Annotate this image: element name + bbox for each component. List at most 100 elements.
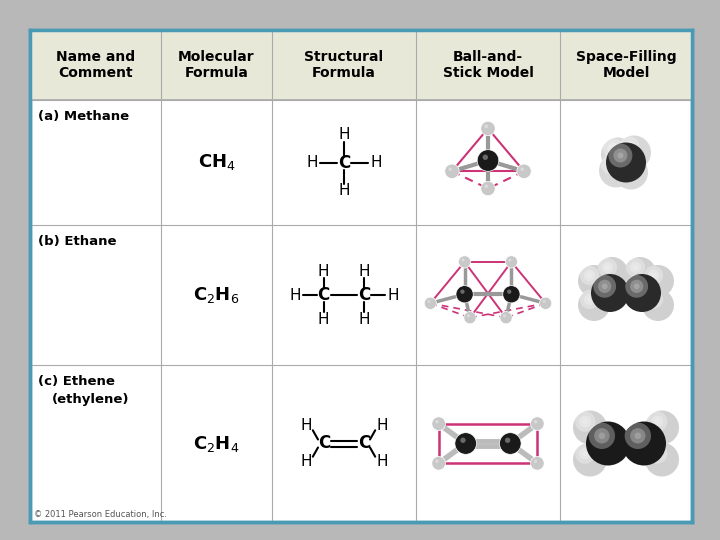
Circle shape — [608, 162, 613, 167]
Circle shape — [622, 422, 666, 465]
Circle shape — [602, 284, 608, 289]
Circle shape — [598, 280, 611, 293]
Circle shape — [503, 314, 506, 318]
Text: H: H — [377, 454, 388, 469]
Circle shape — [531, 456, 544, 470]
Circle shape — [586, 422, 630, 465]
Text: H: H — [359, 312, 370, 327]
Circle shape — [578, 289, 610, 321]
Circle shape — [587, 273, 592, 278]
Circle shape — [521, 167, 524, 171]
Circle shape — [456, 286, 473, 303]
Circle shape — [647, 411, 667, 432]
Circle shape — [582, 451, 588, 456]
Circle shape — [652, 448, 663, 460]
Text: Molecular
Formula: Molecular Formula — [178, 50, 255, 80]
Circle shape — [517, 164, 531, 179]
Circle shape — [587, 297, 592, 302]
Circle shape — [624, 140, 635, 152]
Circle shape — [624, 164, 629, 169]
Circle shape — [613, 148, 627, 163]
Circle shape — [481, 181, 495, 195]
Circle shape — [580, 290, 599, 309]
Text: H: H — [371, 155, 382, 170]
Circle shape — [505, 437, 510, 443]
Circle shape — [589, 423, 615, 449]
Circle shape — [634, 433, 641, 439]
Circle shape — [539, 297, 552, 309]
Circle shape — [652, 416, 663, 428]
Circle shape — [648, 294, 659, 305]
Circle shape — [534, 460, 537, 463]
Circle shape — [644, 290, 663, 309]
Circle shape — [619, 137, 639, 157]
Circle shape — [580, 416, 591, 428]
Text: H: H — [300, 454, 312, 469]
Circle shape — [651, 273, 656, 278]
Circle shape — [481, 122, 495, 136]
Circle shape — [485, 185, 488, 188]
Text: H: H — [377, 418, 388, 433]
Circle shape — [500, 312, 512, 324]
Circle shape — [464, 312, 476, 324]
Circle shape — [599, 153, 633, 187]
Circle shape — [651, 297, 656, 302]
Circle shape — [633, 265, 638, 270]
Circle shape — [594, 428, 610, 443]
Circle shape — [598, 258, 617, 277]
Circle shape — [573, 442, 607, 476]
Text: C$_2$H$_6$: C$_2$H$_6$ — [194, 285, 240, 305]
Circle shape — [618, 152, 624, 159]
Circle shape — [605, 265, 610, 270]
Circle shape — [591, 274, 629, 312]
Circle shape — [616, 157, 636, 177]
Circle shape — [424, 297, 436, 309]
Circle shape — [593, 275, 616, 298]
Text: © 2011 Pearson Education, Inc.: © 2011 Pearson Education, Inc. — [34, 510, 167, 519]
Circle shape — [503, 286, 520, 303]
Circle shape — [603, 138, 624, 159]
Circle shape — [575, 411, 595, 432]
Circle shape — [601, 154, 621, 175]
Circle shape — [625, 423, 651, 449]
Circle shape — [580, 448, 591, 460]
Circle shape — [428, 300, 431, 303]
Circle shape — [625, 275, 648, 298]
Circle shape — [630, 428, 646, 443]
Circle shape — [455, 433, 477, 454]
Circle shape — [584, 294, 595, 305]
Circle shape — [445, 164, 459, 179]
Text: Structural
Formula: Structural Formula — [305, 50, 384, 80]
Circle shape — [500, 433, 521, 454]
Circle shape — [543, 300, 546, 303]
Text: H: H — [318, 312, 329, 327]
Circle shape — [607, 143, 619, 154]
Circle shape — [580, 266, 599, 285]
Circle shape — [584, 270, 595, 281]
Circle shape — [623, 274, 661, 312]
Circle shape — [645, 442, 679, 476]
Text: C: C — [318, 435, 330, 453]
Text: (ethylene): (ethylene) — [52, 393, 130, 406]
Circle shape — [460, 437, 466, 443]
Circle shape — [462, 259, 464, 261]
Text: (a) Methane: (a) Methane — [38, 110, 129, 123]
Circle shape — [596, 257, 628, 289]
Text: H: H — [338, 127, 350, 142]
Text: C: C — [359, 286, 371, 304]
Text: C: C — [338, 153, 350, 172]
Text: C: C — [358, 435, 370, 453]
Circle shape — [477, 150, 499, 171]
Circle shape — [647, 443, 667, 464]
Circle shape — [617, 136, 651, 170]
Circle shape — [606, 143, 646, 183]
Text: (b) Ethane: (b) Ethane — [38, 235, 117, 248]
Circle shape — [606, 159, 617, 171]
Text: C$_2$H$_4$: C$_2$H$_4$ — [193, 434, 240, 454]
Circle shape — [602, 262, 613, 273]
Circle shape — [534, 420, 537, 423]
Circle shape — [598, 433, 605, 439]
Circle shape — [634, 284, 639, 289]
Circle shape — [614, 156, 648, 190]
Circle shape — [531, 417, 544, 430]
